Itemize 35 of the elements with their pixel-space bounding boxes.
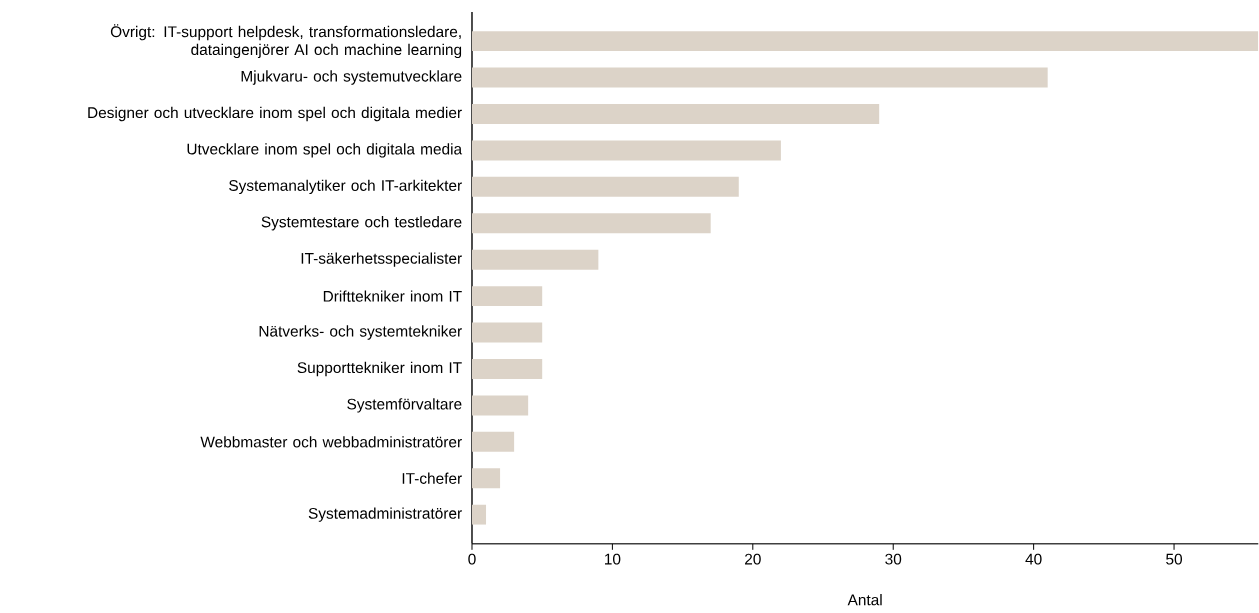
x-tick-label: 10 (605, 553, 621, 565)
y-tick-label: Nätverks- och systemtekniker (259, 325, 462, 340)
y-tick-label: Drifttekniker inom IT (323, 290, 462, 302)
bar (471, 104, 880, 125)
bar (471, 177, 739, 197)
bar (471, 140, 781, 161)
y-tick-label: Systemanalytiker och IT-arkitekter (229, 179, 462, 195)
y-tick-label: Webbmaster och webbadministratörer (200, 436, 462, 448)
bar (471, 67, 1048, 88)
x-axis-title: Antal (847, 594, 882, 606)
y-tick-label: Övrigt: IT-support helpdesk, transformationsledare, dataingenjörer AI och machine learning (110, 24, 462, 59)
bar (471, 432, 515, 452)
bar (471, 468, 501, 489)
x-tick-label: 0 (468, 553, 476, 565)
x-tick-label: 30 (885, 553, 902, 565)
y-tick-label: Systemadministratörer (308, 507, 462, 523)
y-tick-label: Mjukvaru- och systemutvecklare (241, 70, 462, 85)
y-tick-label: Systemtestare och testledare (261, 216, 462, 231)
y-tick-label: Systemförvaltare (347, 398, 462, 413)
bar (471, 504, 487, 525)
x-tick-label: 50 (1166, 553, 1183, 565)
bar (471, 31, 1259, 52)
y-tick-label: IT-chefer (402, 472, 462, 485)
y-tick-label: Supporttekniker inom IT (297, 361, 462, 377)
y-tick-label: IT-säkerhetsspecialister (301, 252, 462, 268)
bar (471, 249, 599, 270)
x-tick-label: 20 (745, 553, 761, 565)
bar (471, 359, 543, 380)
y-tick-label: Utvecklare inom spel och digitala media (187, 143, 463, 158)
bar (471, 286, 543, 307)
y-tick-label: Designer och utvecklare inom spel och digitala medier (88, 106, 462, 122)
bar (471, 322, 543, 343)
x-tick-label: 40 (1025, 553, 1042, 565)
bar (471, 395, 529, 416)
bar (471, 213, 711, 234)
